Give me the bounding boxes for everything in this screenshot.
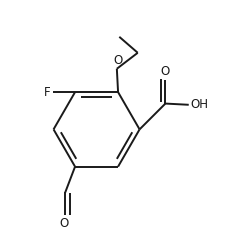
Text: O: O [112, 54, 122, 67]
Text: O: O [59, 217, 68, 230]
Text: OH: OH [189, 98, 207, 111]
Text: O: O [160, 65, 169, 78]
Text: F: F [44, 86, 51, 99]
